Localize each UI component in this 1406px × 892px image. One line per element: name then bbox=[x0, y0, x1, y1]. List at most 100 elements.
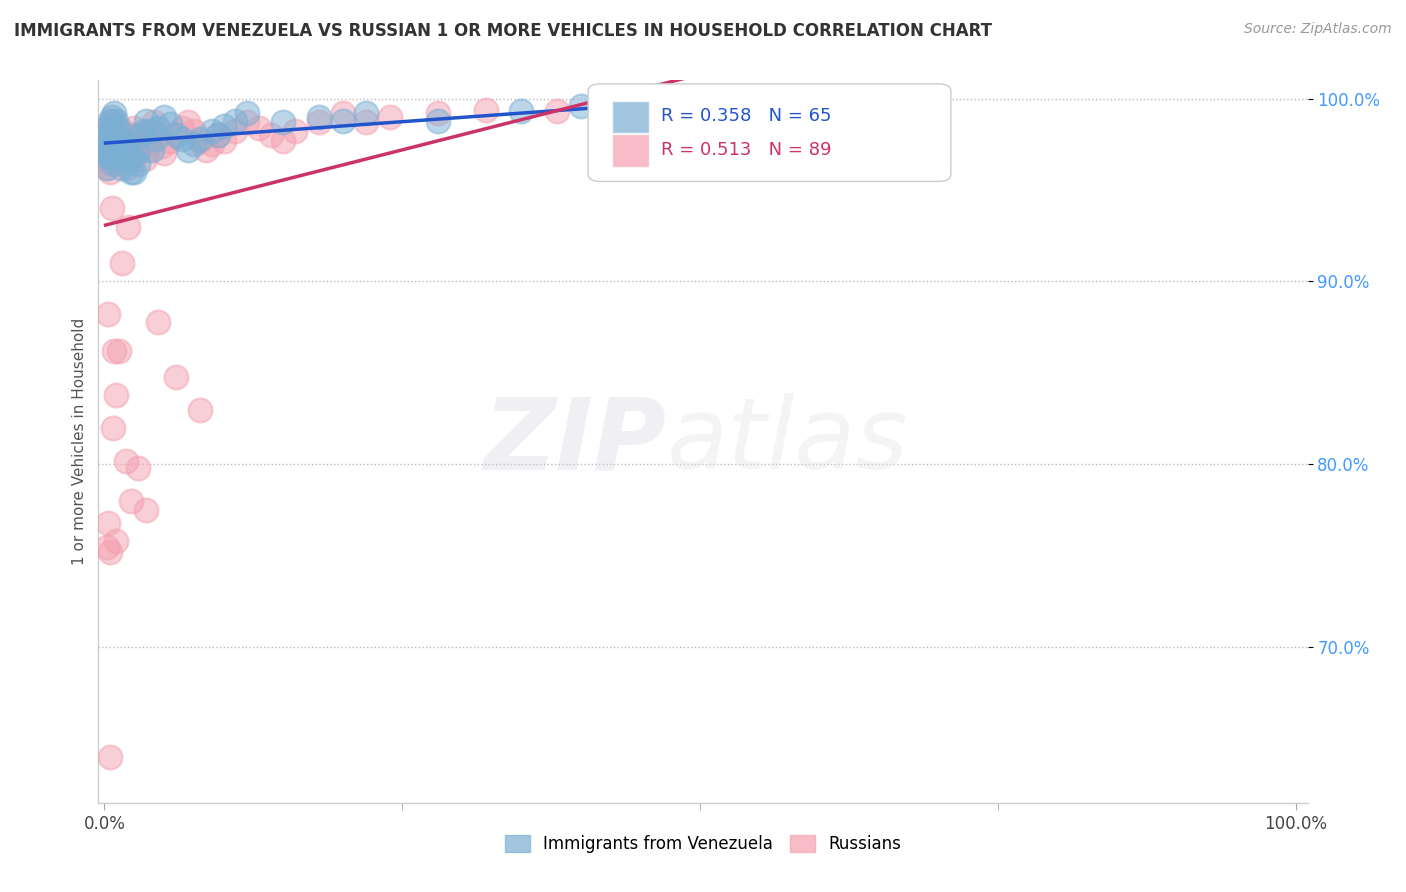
Point bbox=[146, 120, 169, 135]
Point bbox=[212, 134, 235, 148]
Point bbox=[100, 202, 122, 216]
Point bbox=[120, 494, 142, 508]
Point bbox=[426, 106, 449, 120]
Point bbox=[170, 120, 193, 135]
Point bbox=[630, 103, 652, 117]
Point bbox=[200, 137, 222, 152]
Point bbox=[96, 540, 118, 554]
Point bbox=[108, 150, 131, 164]
Point bbox=[146, 315, 169, 329]
Point bbox=[356, 115, 378, 129]
Point bbox=[118, 132, 141, 146]
Point bbox=[98, 124, 121, 138]
Point bbox=[129, 139, 152, 153]
Point bbox=[122, 128, 145, 143]
Point bbox=[630, 106, 652, 120]
Point bbox=[96, 161, 118, 175]
Point bbox=[96, 137, 118, 152]
Point bbox=[105, 132, 128, 146]
Text: Source: ZipAtlas.com: Source: ZipAtlas.com bbox=[1244, 22, 1392, 37]
Point bbox=[177, 115, 200, 129]
Point bbox=[868, 103, 890, 117]
Point bbox=[97, 516, 120, 530]
Point bbox=[713, 101, 735, 115]
Point bbox=[125, 146, 148, 161]
Point bbox=[117, 146, 139, 161]
Point bbox=[569, 99, 592, 113]
Point bbox=[236, 106, 259, 120]
FancyBboxPatch shape bbox=[613, 135, 648, 167]
Point bbox=[194, 143, 217, 157]
Point bbox=[100, 124, 122, 138]
Point bbox=[114, 146, 136, 161]
Point bbox=[135, 113, 157, 128]
Point bbox=[107, 137, 129, 152]
Point bbox=[271, 134, 294, 148]
Point bbox=[101, 155, 124, 169]
Point bbox=[111, 132, 134, 146]
Point bbox=[105, 113, 128, 128]
FancyBboxPatch shape bbox=[613, 101, 648, 133]
Point bbox=[105, 150, 128, 164]
Point bbox=[808, 97, 831, 112]
Point bbox=[271, 115, 294, 129]
Point bbox=[132, 124, 155, 138]
Point bbox=[117, 219, 139, 234]
Point bbox=[146, 128, 169, 143]
Point bbox=[105, 534, 128, 549]
Point bbox=[94, 128, 117, 143]
Text: R = 0.358   N = 65: R = 0.358 N = 65 bbox=[661, 107, 831, 126]
Point bbox=[207, 128, 229, 143]
Point bbox=[150, 139, 173, 153]
Point bbox=[127, 146, 149, 161]
Point bbox=[97, 128, 120, 143]
Point bbox=[177, 143, 200, 157]
Point bbox=[153, 146, 176, 161]
Text: ZIP: ZIP bbox=[484, 393, 666, 490]
Point bbox=[98, 155, 121, 169]
Point bbox=[120, 165, 142, 179]
Point bbox=[121, 150, 143, 164]
Point bbox=[114, 128, 136, 143]
Point bbox=[98, 150, 121, 164]
Point bbox=[111, 132, 134, 146]
Point bbox=[97, 150, 120, 164]
Point bbox=[110, 155, 132, 169]
Point bbox=[100, 113, 122, 128]
Point bbox=[122, 165, 145, 179]
Point bbox=[98, 119, 121, 133]
Point bbox=[141, 143, 163, 157]
Point bbox=[170, 132, 193, 146]
Point bbox=[141, 124, 163, 138]
Point bbox=[308, 110, 330, 124]
Point bbox=[145, 132, 167, 146]
Point bbox=[200, 124, 222, 138]
Point bbox=[94, 150, 117, 164]
Point bbox=[107, 120, 129, 135]
Point bbox=[546, 104, 568, 119]
Point bbox=[98, 132, 121, 146]
Point bbox=[135, 503, 157, 517]
Point bbox=[236, 115, 259, 129]
Point bbox=[127, 461, 149, 475]
Point bbox=[224, 124, 246, 138]
Point bbox=[115, 137, 138, 152]
Point bbox=[127, 157, 149, 171]
Point bbox=[120, 143, 142, 157]
Point bbox=[356, 106, 378, 120]
Point bbox=[101, 421, 124, 435]
Point bbox=[112, 124, 135, 138]
Point bbox=[426, 113, 449, 128]
Point bbox=[97, 143, 120, 157]
Point bbox=[101, 143, 124, 157]
Point bbox=[124, 134, 146, 148]
Point bbox=[94, 146, 117, 161]
Point bbox=[98, 113, 121, 128]
Point bbox=[332, 113, 354, 128]
Point bbox=[96, 137, 118, 152]
Point bbox=[207, 128, 229, 143]
Point bbox=[98, 150, 121, 164]
Point bbox=[103, 120, 125, 135]
Point bbox=[183, 137, 205, 152]
Point bbox=[165, 128, 187, 143]
